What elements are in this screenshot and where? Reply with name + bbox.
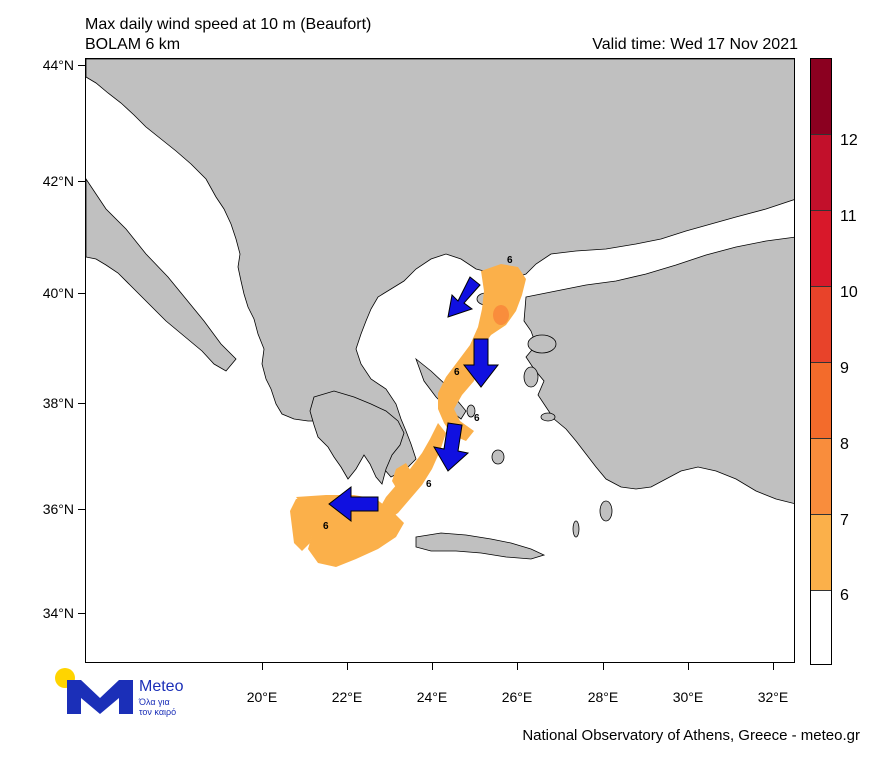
logo-m-icon xyxy=(67,680,133,714)
wind-zone-kythira xyxy=(392,463,412,491)
footer-credit: National Observatory of Athens, Greece -… xyxy=(522,727,860,744)
contour-label: 6 xyxy=(474,413,480,424)
wind-arrow-4 xyxy=(328,485,379,523)
lon-tick xyxy=(603,663,604,670)
lon-tick xyxy=(688,663,689,670)
chios-land xyxy=(523,366,539,388)
colorbar-segment xyxy=(811,363,831,439)
colorbar-label: 11 xyxy=(840,208,857,225)
wind-zone-ionian-south xyxy=(296,495,404,567)
colorbar-label: 12 xyxy=(840,132,858,149)
lat-tick xyxy=(78,181,85,182)
rhodes-land xyxy=(599,500,613,522)
contour-label: 6 xyxy=(454,367,460,378)
colorbar xyxy=(810,58,832,665)
anatolia-land xyxy=(523,236,794,504)
logo-name: Meteo xyxy=(139,678,184,695)
andros-land xyxy=(466,404,476,418)
wind-arrow-2 xyxy=(462,338,500,388)
colorbar-segment xyxy=(811,211,831,287)
colorbar-label: 6 xyxy=(840,587,849,604)
lon-tick xyxy=(347,663,348,670)
colorbar-label: 9 xyxy=(840,360,849,377)
colorbar-segment xyxy=(811,591,831,664)
logo-tagline-line2: τον καιρό xyxy=(139,707,177,717)
lon-label: 26°E xyxy=(501,689,533,705)
lon-label: 30°E xyxy=(672,689,704,705)
karpathos-land xyxy=(572,520,580,538)
map-svg: 6 6 6 6 6 xyxy=(86,59,794,567)
colorbar-segment xyxy=(811,59,831,135)
contour-label: 6 xyxy=(323,521,329,532)
lat-label: 36°N xyxy=(42,501,74,517)
lon-tick xyxy=(262,663,263,670)
samos-land xyxy=(540,412,556,422)
wind-zone-central-aegean xyxy=(378,423,446,521)
colorbar-segment xyxy=(811,439,831,515)
lat-tick xyxy=(78,403,85,404)
lon-label: 20°E xyxy=(246,689,278,705)
colorbar-label: 10 xyxy=(840,284,858,301)
contour-label: 6 xyxy=(507,255,513,266)
lat-tick xyxy=(78,293,85,294)
lat-tick xyxy=(78,509,85,510)
lon-label: 22°E xyxy=(331,689,363,705)
colorbar-label: 7 xyxy=(840,512,849,529)
crete-land xyxy=(415,532,546,560)
lat-label: 42°N xyxy=(42,173,74,189)
peloponnese-land xyxy=(309,390,405,485)
contour-label: 6 xyxy=(426,479,432,490)
map-title: Max daily wind speed at 10 m (Beaufort) xyxy=(85,16,372,33)
lon-tick xyxy=(517,663,518,670)
lon-label: 32°E xyxy=(757,689,789,705)
wind-arrow-3 xyxy=(433,422,470,472)
lat-label: 44°N xyxy=(42,57,74,73)
wind-arrow-1 xyxy=(447,276,481,318)
lon-tick xyxy=(432,663,433,670)
logo-tagline-line1: Όλα για xyxy=(139,697,170,707)
colorbar-segment xyxy=(811,515,831,591)
lat-label: 34°N xyxy=(42,605,74,621)
lat-tick xyxy=(78,613,85,614)
lon-label: 24°E xyxy=(416,689,448,705)
lat-label: 40°N xyxy=(42,285,74,301)
lat-label: 38°N xyxy=(42,395,74,411)
balkans-land xyxy=(86,59,794,478)
logo-tagline: Όλα για τον καιρό xyxy=(139,697,176,717)
colorbar-segment xyxy=(811,135,831,211)
colorbar-label: 8 xyxy=(840,436,849,453)
meteo-logo[interactable]: Meteo Όλα για τον καιρό xyxy=(55,668,195,720)
lon-label: 28°E xyxy=(587,689,619,705)
lon-tick xyxy=(773,663,774,670)
colorbar-segment xyxy=(811,287,831,363)
model-label: BOLAM 6 km xyxy=(85,36,181,53)
valid-time: Valid time: Wed 17 Nov 2021 xyxy=(592,36,798,53)
map-panel: 6 6 6 6 6 xyxy=(85,58,795,663)
lat-tick xyxy=(78,65,85,66)
italy-land xyxy=(86,178,237,372)
naxos-land xyxy=(491,449,505,465)
wind-zone-north-aegean-core xyxy=(493,305,509,325)
lesvos-land xyxy=(527,334,557,354)
wind-zone-ionian-west xyxy=(290,497,318,551)
